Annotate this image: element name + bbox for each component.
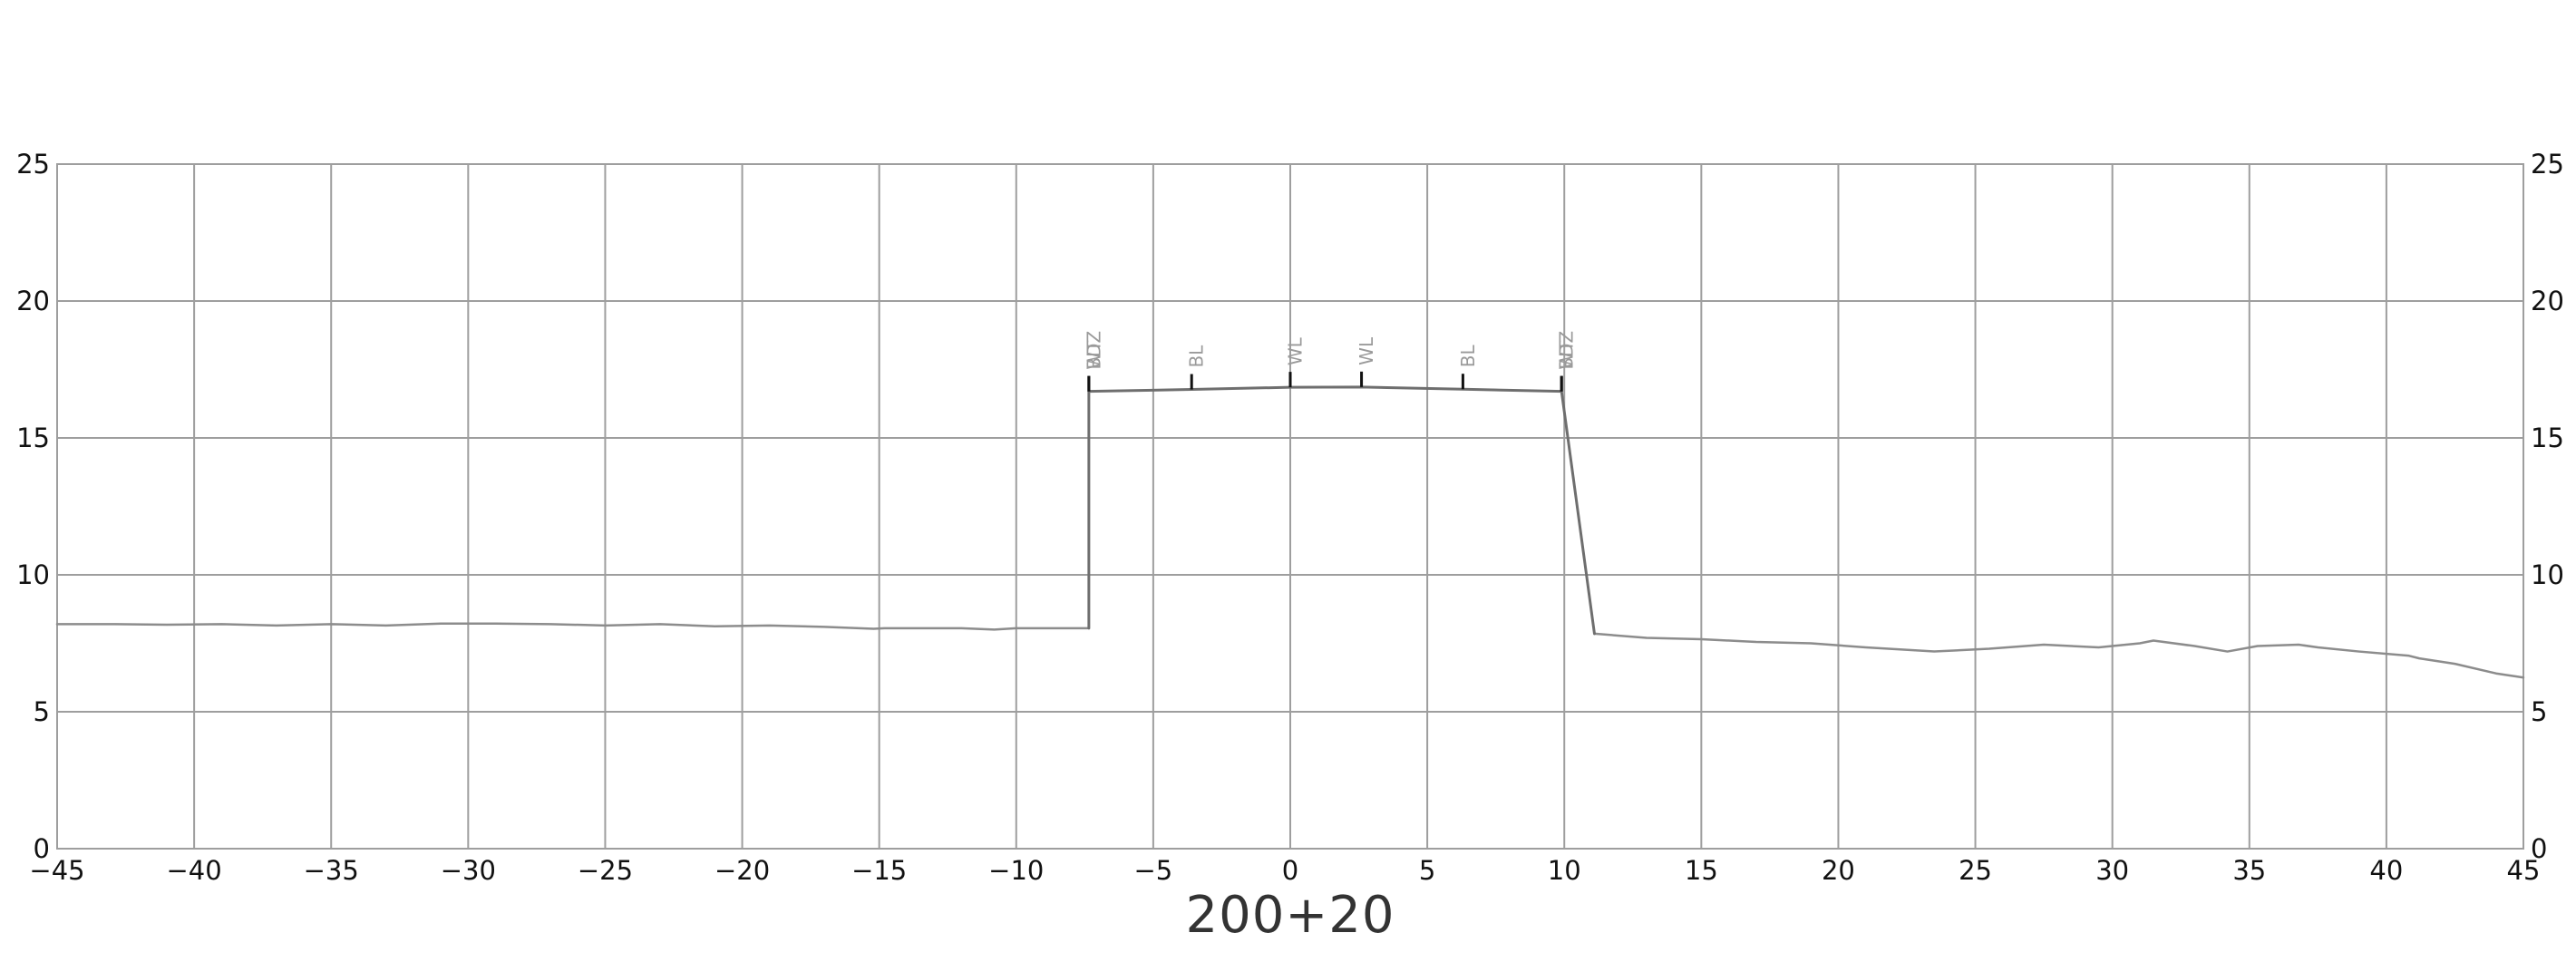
tick-layer: −45 −40 −35 −30 −25 −20 −15 −10 −5 0 5 10 15 20 25 30 35… [16, 149, 2564, 886]
y-tick-label-left: 15 [16, 423, 50, 453]
x-tick-label: 10 [1548, 855, 1581, 886]
marker-label: WT [1083, 340, 1104, 370]
x-tick-label: 5 [1419, 855, 1435, 886]
x-tick-label: −35 [304, 855, 359, 886]
y-tick-label-right: 10 [2531, 559, 2564, 590]
x-tick-label: 45 [2507, 855, 2541, 886]
y-tick-label-right: 25 [2531, 149, 2564, 180]
y-tick-label-left: 10 [16, 559, 50, 590]
x-tick-label: −30 [441, 855, 496, 886]
plot-frame [56, 163, 2524, 850]
x-tick-label: −5 [1134, 855, 1173, 886]
ground-line [1593, 632, 2525, 679]
marker-label: BL [1457, 345, 1479, 368]
marker-label: WT [1556, 340, 1578, 370]
x-tick-label: 15 [1685, 855, 1718, 886]
x-tick-label: 35 [2232, 855, 2266, 886]
x-tick-label: −10 [988, 855, 1044, 886]
x-tick-label: 25 [1959, 855, 1992, 886]
x-tick-label: −15 [851, 855, 907, 886]
y-tick-label-right: 20 [2531, 286, 2564, 316]
y-tick-label-left: 20 [16, 286, 50, 316]
marker-label: BL [1186, 345, 1208, 368]
x-tick-label: 40 [2369, 855, 2403, 886]
y-tick-label-right: 15 [2531, 423, 2564, 453]
x-tick-label: −25 [578, 855, 633, 886]
x-tick-label: 20 [1822, 855, 1855, 886]
marker-label: WL [1285, 336, 1307, 365]
ground-line [55, 622, 1089, 631]
y-tick-label-left: 25 [16, 149, 50, 180]
marker-label: BDZ [1556, 331, 1578, 370]
y-tick-label-left: 0 [34, 833, 50, 864]
series-layer [55, 385, 2525, 679]
marker-label: WL [1356, 336, 1377, 365]
x-tick-label: −40 [167, 855, 222, 886]
x-tick-label: 0 [1282, 855, 1298, 886]
grid-layer [56, 163, 2524, 850]
marker-label: BDZ [1083, 331, 1104, 370]
design-section-line [1087, 385, 1596, 636]
y-tick-label-right: 5 [2531, 696, 2547, 727]
x-tick-label: −20 [714, 855, 770, 886]
x-tick-label: 30 [2095, 855, 2129, 886]
y-tick-label-right: 0 [2531, 833, 2547, 864]
y-tick-label-left: 5 [34, 696, 50, 727]
x-tick-label: −45 [29, 855, 84, 886]
chart-title: 200+20 [1185, 886, 1395, 945]
